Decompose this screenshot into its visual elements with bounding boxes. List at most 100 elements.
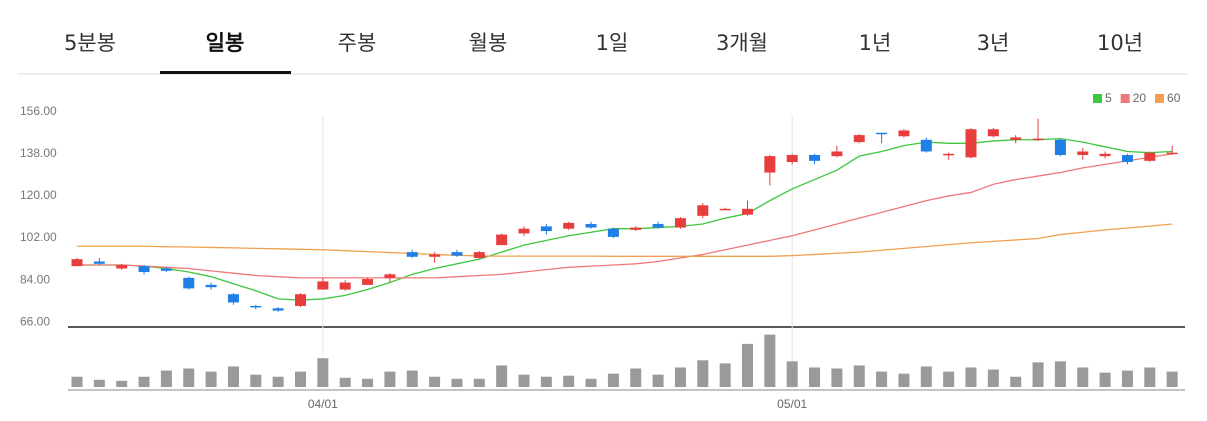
candle-body — [93, 261, 105, 264]
volume-bar — [1077, 367, 1089, 387]
volume-bar — [496, 365, 508, 387]
volume-bar — [451, 378, 463, 387]
candle-body — [250, 305, 262, 308]
tab[interactable]: 1일 — [596, 31, 629, 55]
candle-body — [898, 130, 910, 137]
candle-body — [920, 139, 932, 152]
candle-body — [406, 252, 418, 257]
candle-body — [630, 227, 642, 230]
tab[interactable]: 월봉 — [469, 31, 508, 55]
candle-body — [138, 266, 150, 273]
volume-bar — [406, 370, 418, 387]
candle-body — [1010, 137, 1022, 140]
candle-body — [742, 208, 753, 215]
candle-body — [652, 224, 664, 228]
candle-body — [496, 234, 508, 246]
candle-body — [540, 226, 552, 232]
tab[interactable]: 3개월 — [716, 31, 768, 55]
volume-bar — [1032, 362, 1044, 387]
volume-bar — [563, 375, 575, 387]
candle-body — [1144, 152, 1156, 161]
legend-label: 20 — [1133, 91, 1147, 105]
candle-body — [272, 308, 284, 311]
candle-body — [518, 228, 530, 234]
volume-bar — [809, 367, 821, 387]
tab[interactable]: 10년 — [1097, 31, 1143, 55]
volume-bar — [831, 368, 843, 387]
tab[interactable]: 3년 — [977, 31, 1010, 55]
candle-body — [719, 208, 731, 211]
candle-body — [451, 252, 463, 256]
volume-bar — [697, 360, 709, 387]
candle-body — [473, 252, 485, 258]
volume-bar — [719, 363, 731, 387]
candle-body — [339, 282, 351, 290]
y-tick-label: 156.00 — [20, 104, 57, 118]
volume-bar — [1166, 371, 1178, 387]
volume-bar — [384, 371, 396, 387]
candle-body — [1166, 152, 1178, 155]
volume-bar — [205, 371, 217, 387]
legend-label: 5 — [1105, 91, 1112, 105]
candle-body — [1054, 139, 1066, 155]
candle-body — [317, 281, 329, 290]
legend-swatch — [1093, 94, 1102, 103]
moving-average-line — [77, 223, 1173, 257]
volume-bar — [1121, 370, 1133, 387]
volume-bar — [295, 371, 306, 387]
legend-label: 60 — [1167, 91, 1181, 105]
volume-bar — [1144, 367, 1156, 387]
candle-body — [160, 268, 172, 271]
candle-body — [116, 264, 128, 269]
volume-bar — [965, 367, 977, 387]
volume-bar — [116, 380, 128, 387]
moving-average-line — [77, 137, 1173, 301]
volume-bar — [764, 334, 776, 387]
volume-bar — [160, 370, 172, 387]
tab[interactable]: 1년 — [859, 31, 892, 55]
x-tick-label: 04/01 — [308, 397, 338, 411]
volume-bar — [652, 374, 664, 387]
volume-bar — [339, 377, 351, 387]
candle-body — [183, 277, 195, 289]
candle-body — [697, 205, 709, 216]
volume-bar — [585, 378, 597, 387]
volume-bar — [987, 369, 999, 387]
candle-body — [1077, 151, 1089, 155]
candle-body — [674, 218, 686, 228]
candle-body — [1099, 153, 1111, 157]
candle-body — [786, 154, 798, 163]
tab[interactable]: 주봉 — [338, 31, 377, 55]
y-tick-label: 120.00 — [20, 188, 57, 202]
volume-bar — [674, 367, 686, 387]
candle-body — [563, 222, 575, 229]
candle-body — [764, 156, 776, 173]
moving-average-line — [77, 153, 1173, 279]
candle-body — [987, 129, 999, 137]
volume-bar — [227, 366, 239, 387]
volume-bar — [540, 376, 552, 387]
candle-body — [295, 294, 306, 306]
tab[interactable]: 5분봉 — [64, 31, 116, 55]
candle-body — [227, 294, 239, 303]
volume-bar — [1099, 372, 1111, 387]
volume-bar — [518, 374, 530, 387]
candle-body — [429, 254, 441, 257]
y-tick-label: 138.00 — [20, 146, 57, 160]
y-tick-label: 84.00 — [20, 272, 50, 286]
candle-body — [943, 153, 955, 156]
volume-bar — [71, 376, 83, 387]
candle-body — [205, 284, 217, 288]
candle-body — [71, 259, 83, 267]
candle-body — [1032, 138, 1044, 141]
volume-bar — [183, 368, 195, 387]
candle-body — [607, 228, 619, 237]
candle-body — [585, 224, 597, 228]
volume-bar — [429, 376, 441, 387]
volume-bar — [898, 373, 910, 387]
y-tick-label: 66.00 — [20, 314, 50, 328]
tab[interactable]: 일봉 — [206, 31, 245, 55]
volume-bar — [876, 371, 888, 387]
